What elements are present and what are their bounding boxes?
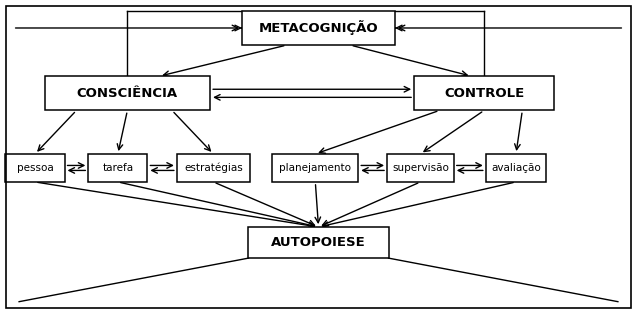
Text: pessoa: pessoa: [17, 163, 54, 173]
Text: planejamento: planejamento: [279, 163, 352, 173]
Text: avaliação: avaliação: [491, 163, 541, 173]
Text: estratégias: estratégias: [184, 163, 243, 173]
FancyBboxPatch shape: [5, 154, 65, 182]
FancyBboxPatch shape: [414, 76, 554, 110]
Text: CONTROLE: CONTROLE: [444, 87, 524, 100]
Text: CONSCIÊNCIA: CONSCIÊNCIA: [77, 87, 178, 100]
Text: METACOGNIÇÃO: METACOGNIÇÃO: [259, 21, 378, 35]
FancyBboxPatch shape: [485, 154, 547, 182]
FancyBboxPatch shape: [88, 154, 148, 182]
FancyBboxPatch shape: [248, 227, 389, 258]
Text: tarefa: tarefa: [103, 163, 133, 173]
FancyBboxPatch shape: [272, 154, 358, 182]
Text: supervisão: supervisão: [392, 163, 449, 173]
FancyBboxPatch shape: [242, 11, 395, 45]
FancyBboxPatch shape: [176, 154, 250, 182]
FancyBboxPatch shape: [45, 76, 210, 110]
FancyBboxPatch shape: [387, 154, 454, 182]
Text: AUTOPOIESE: AUTOPOIESE: [271, 236, 366, 249]
